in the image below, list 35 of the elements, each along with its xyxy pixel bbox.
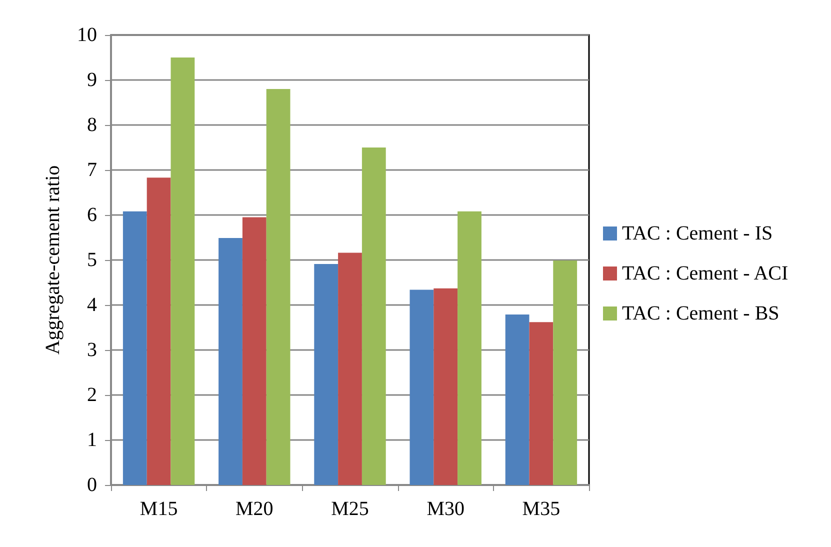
bar [458,211,482,485]
legend-label: TAC : Cement - BS [622,302,780,324]
bar [146,178,171,485]
bar [122,211,147,485]
bar [242,217,266,485]
bar [410,290,434,485]
y-axis-title: Aggregate-cement ratio [42,165,64,355]
bar [505,314,530,485]
bar [338,252,362,485]
bar [529,322,554,485]
x-tick-label: M20 [236,498,274,520]
legend-label: TAC : Cement - IS [622,222,773,244]
x-tick-label: M15 [140,498,178,520]
y-tick-label: 0 [87,474,97,496]
y-tick-label: 6 [87,204,97,226]
x-tick-label: M25 [331,498,369,520]
y-tick-label: 2 [87,384,97,406]
y-tick-label: 8 [87,114,97,136]
bar [553,260,578,485]
legend-label: TAC : Cement - ACI [622,262,788,284]
x-tick-label: M35 [522,498,560,520]
y-tick-label: 5 [87,249,97,271]
bar [218,238,242,485]
y-tick-label: 1 [87,429,97,451]
bar [266,89,290,485]
y-tick-label: 10 [77,24,97,46]
x-tick-label: M30 [426,498,464,520]
bar [434,288,458,485]
bar [362,148,386,485]
y-tick-label: 9 [87,69,97,91]
y-tick-label: 4 [87,294,97,316]
bar [170,58,195,485]
y-tick-label: 7 [87,159,97,181]
y-tick-label: 3 [87,339,97,361]
bar [314,264,338,485]
